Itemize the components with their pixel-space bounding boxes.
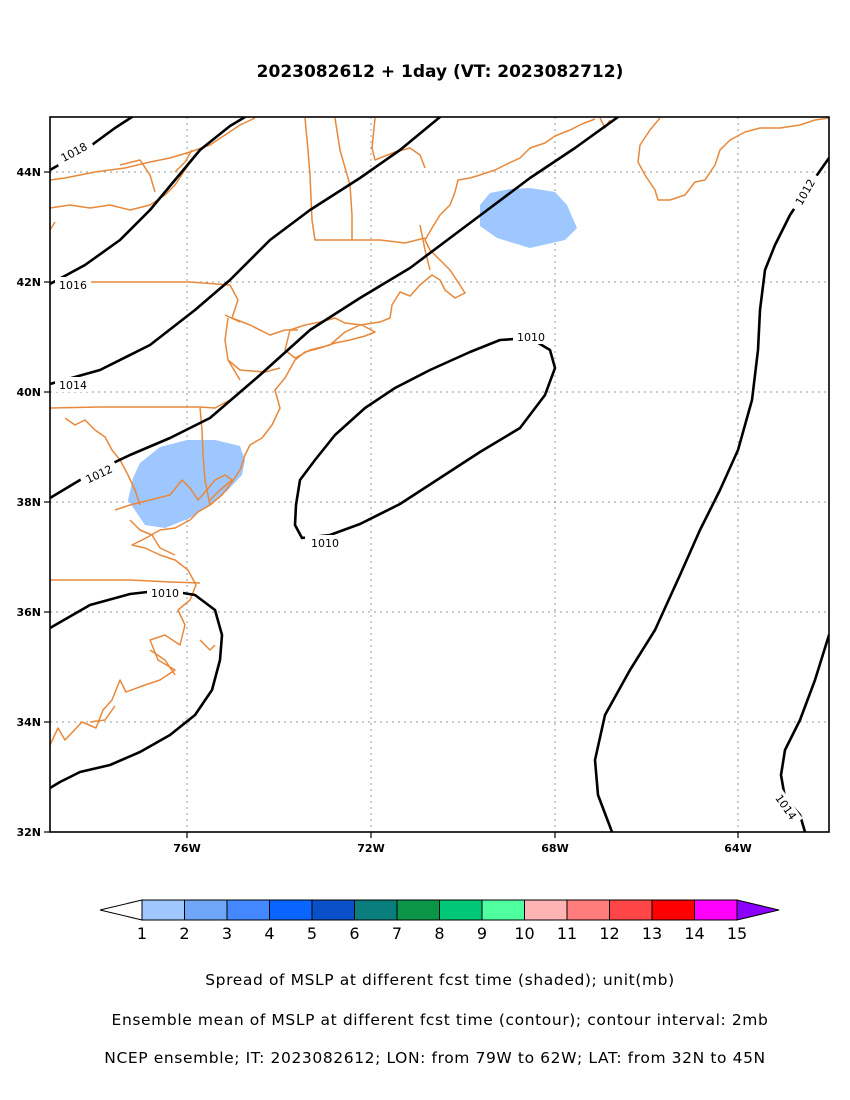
border-states-south bbox=[89, 639, 216, 723]
colorbar-label: 6 bbox=[349, 924, 359, 943]
map-frame bbox=[49, 116, 830, 833]
colorbar-label: 3 bbox=[222, 924, 232, 943]
contour-1014-line bbox=[50, 117, 442, 386]
contour-1012-east-line bbox=[593, 156, 829, 832]
y-tick-label: 32N bbox=[16, 826, 41, 839]
figure-captions: Spread of MSLP at different fcst time (s… bbox=[104, 971, 768, 1067]
colorbar-swatch bbox=[609, 899, 653, 921]
colorbar-swatch bbox=[481, 899, 525, 921]
coastline-peninsula bbox=[114, 474, 233, 511]
coastline-east-us bbox=[50, 118, 596, 746]
x-tick-label: 72W bbox=[357, 842, 384, 855]
colorbar-swatch bbox=[566, 899, 610, 921]
contour-label: 1014 bbox=[59, 379, 87, 392]
colorbar-swatch bbox=[226, 899, 270, 921]
colorbar-over-arrow bbox=[736, 899, 780, 921]
colorbar-label: 1 bbox=[137, 924, 147, 943]
colorbar-label: 2 bbox=[179, 924, 189, 943]
colorbar-swatch bbox=[524, 899, 568, 921]
gridlines bbox=[50, 117, 829, 832]
y-axis-labels: 32N 34N 36N 38N 40N 42N 44N bbox=[16, 166, 41, 839]
colorbar-label: 8 bbox=[434, 924, 444, 943]
y-tick-label: 40N bbox=[16, 386, 41, 399]
colorbar-swatch bbox=[184, 899, 228, 921]
border-states-mid bbox=[50, 399, 231, 584]
x-axis-labels: 76W 72W 68W 64W bbox=[173, 842, 751, 855]
y-tick-label: 44N bbox=[16, 166, 41, 179]
contour-1010-center-line bbox=[293, 336, 557, 540]
colorbar-label: 15 bbox=[727, 924, 747, 943]
caption-source: NCEP ensemble; IT: 2023082612; LON: from… bbox=[104, 1049, 765, 1067]
y-tick-label: 38N bbox=[16, 496, 41, 509]
colorbar-swatches bbox=[141, 899, 738, 921]
colorbar-label: 7 bbox=[392, 924, 402, 943]
colorbar-label: 5 bbox=[307, 924, 317, 943]
spread-region-gulf-of-maine bbox=[480, 188, 577, 248]
colorbar-swatch bbox=[694, 899, 738, 921]
y-tick-label: 34N bbox=[16, 716, 41, 729]
colorbar-label: 9 bbox=[477, 924, 487, 943]
x-tick-label: 76W bbox=[173, 842, 200, 855]
contour-label: 1010 bbox=[517, 331, 545, 344]
contour-label: 1016 bbox=[59, 279, 87, 292]
x-tick-label: 64W bbox=[724, 842, 751, 855]
colorbar-swatch bbox=[439, 899, 483, 921]
colorbar-label: 10 bbox=[514, 924, 534, 943]
colorbar-label: 12 bbox=[599, 924, 619, 943]
y-tick-label: 36N bbox=[16, 606, 41, 619]
colorbar-swatch bbox=[141, 899, 185, 921]
colorbar-labels: 1 2 3 4 5 6 7 8 9 10 11 12 13 14 15 bbox=[137, 924, 747, 943]
x-tick-label: 68W bbox=[541, 842, 568, 855]
colorbar-under-arrow bbox=[99, 899, 143, 921]
coastlines-and-borders bbox=[50, 117, 829, 746]
figure-title: 2023082612 + 1day (VT: 2023082712) bbox=[257, 62, 624, 82]
colorbar-label: 11 bbox=[557, 924, 577, 943]
colorbar-label: 4 bbox=[264, 924, 274, 943]
caption-shading: Spread of MSLP at different fcst time (s… bbox=[205, 971, 675, 989]
map-panel: 1018 1016 1014 1012 1010 1010 1010 1012 … bbox=[16, 116, 830, 855]
colorbar-label: 13 bbox=[642, 924, 662, 943]
colorbar-swatch bbox=[651, 899, 695, 921]
coastline-canada bbox=[599, 117, 829, 201]
contour-label: 1010 bbox=[311, 537, 339, 550]
colorbar-swatch bbox=[354, 899, 398, 921]
colorbar-swatch bbox=[396, 899, 440, 921]
axis-ticks bbox=[44, 171, 739, 838]
contour-label: 1010 bbox=[151, 587, 179, 600]
colorbar-swatch bbox=[269, 899, 313, 921]
contour-1016-line bbox=[50, 117, 247, 286]
colorbar-label: 14 bbox=[684, 924, 704, 943]
contour-1012-west-line bbox=[50, 117, 620, 500]
colorbar: 1 2 3 4 5 6 7 8 9 10 11 12 13 14 15 bbox=[99, 899, 780, 943]
border-states-extra bbox=[50, 149, 241, 323]
y-tick-label: 42N bbox=[16, 276, 41, 289]
caption-contour: Ensemble mean of MSLP at different fcst … bbox=[112, 1011, 769, 1029]
contour-label: 1012 bbox=[793, 177, 818, 208]
colorbar-swatch bbox=[311, 899, 355, 921]
contour-label-boxes bbox=[52, 135, 822, 828]
border-canada-us bbox=[50, 117, 426, 244]
